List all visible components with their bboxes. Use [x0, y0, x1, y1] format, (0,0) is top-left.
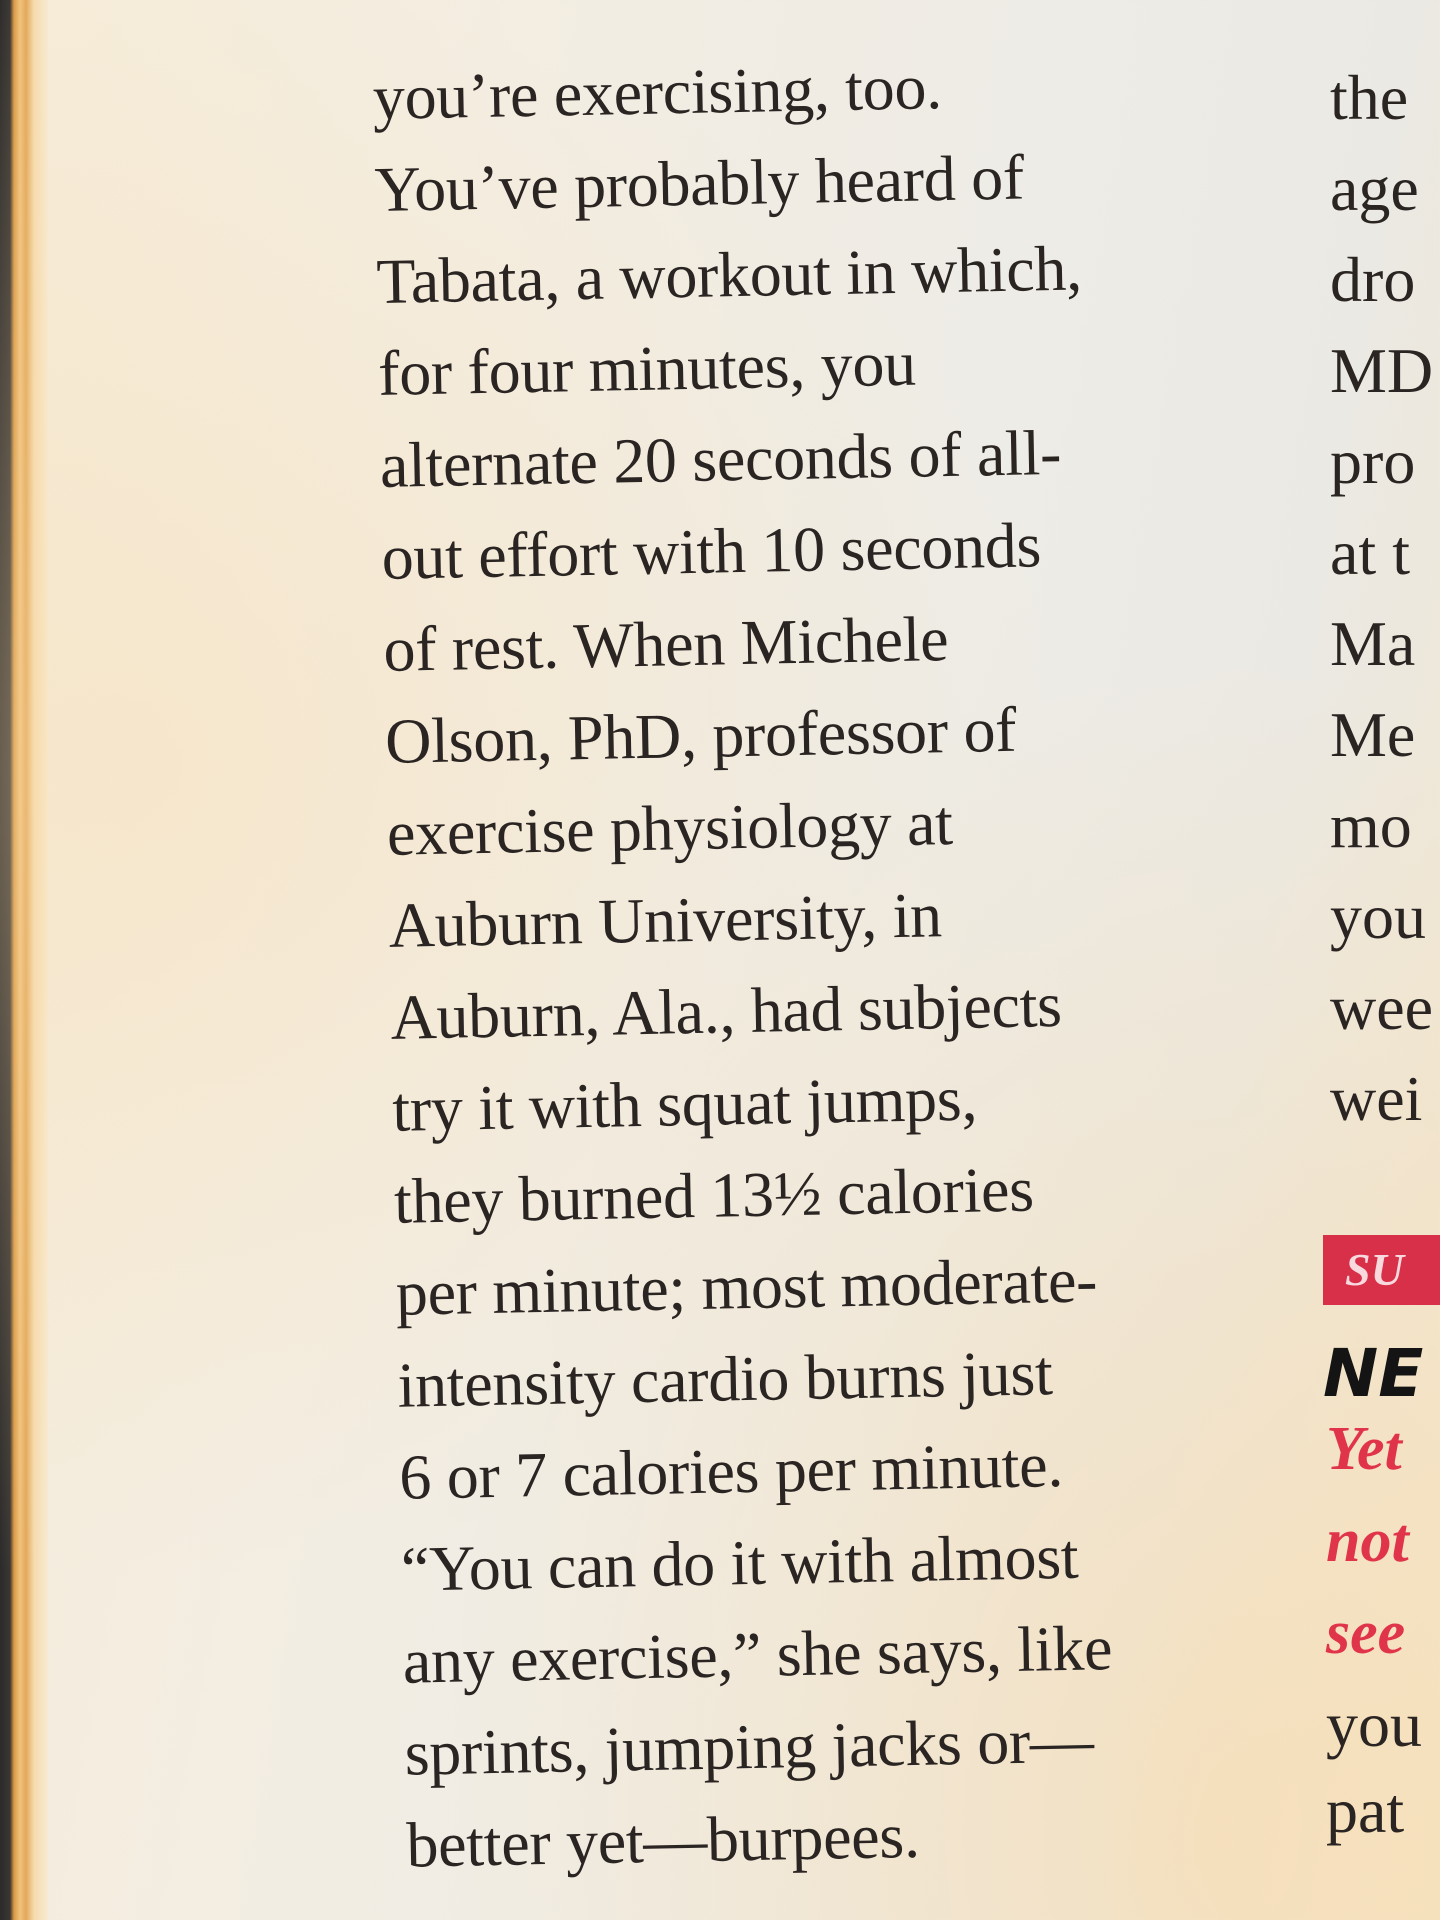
text-line: they burned 13½ calories	[393, 1153, 1035, 1237]
dek-line: Yet	[1326, 1415, 1402, 1483]
text-line: MD	[1330, 335, 1434, 406]
main-text-column: you’re exercising, too. You’ve probably h…	[372, 38, 1116, 1891]
text-line: exercise physiology at	[386, 787, 954, 869]
text-line: intensity cardio burns just	[396, 1337, 1054, 1421]
text-line: You’ve probably heard of	[373, 141, 1025, 225]
text-line: wee	[1330, 972, 1434, 1043]
text-line: any exercise,” she says, like	[402, 1612, 1113, 1697]
text-line: per minute; most moderate-	[395, 1244, 1098, 1329]
text-line: Auburn University, in	[388, 879, 943, 961]
page-edge	[0, 0, 48, 1920]
text-line: the	[1330, 62, 1409, 133]
dek-line: not	[1326, 1507, 1409, 1575]
section-badge: SU	[1323, 1235, 1440, 1305]
body-line: you	[1326, 1689, 1422, 1760]
sidebar-headline: NE	[1323, 1335, 1424, 1412]
text-line: Olson, PhD, professor of	[384, 693, 1017, 777]
text-line: “You can do it with almost	[400, 1520, 1079, 1605]
text-line: better yet—burpees.	[405, 1799, 921, 1881]
text-line: alternate 20 seconds of all-	[379, 416, 1062, 501]
text-line: out effort with 10 seconds	[381, 509, 1042, 593]
text-line: of rest. When Michele	[382, 603, 949, 685]
text-line: Me	[1330, 699, 1416, 770]
text-line: dro	[1330, 244, 1416, 315]
text-line: mo	[1330, 790, 1412, 861]
text-line: you	[1330, 881, 1426, 952]
text-line: Auburn, Ala., had subjects	[389, 968, 1063, 1053]
text-line: Tabata, a workout in which,	[375, 232, 1083, 317]
text-line: 6 or 7 calories per minute.	[398, 1429, 1064, 1513]
dek-line: see	[1326, 1599, 1406, 1667]
text-line: pro	[1330, 426, 1416, 497]
text-line: for four minutes, you	[377, 327, 917, 409]
text-line: try it with squat jumps,	[391, 1062, 978, 1145]
text-line: wei	[1330, 1063, 1423, 1134]
text-line: sprints, jumping jacks or—	[403, 1704, 1095, 1789]
text-line: you’re exercising, too.	[372, 51, 943, 133]
text-line: age	[1330, 153, 1419, 224]
text-line: at t	[1330, 517, 1410, 588]
text-line: Ma	[1330, 608, 1416, 679]
body-line: pat	[1326, 1775, 1405, 1846]
